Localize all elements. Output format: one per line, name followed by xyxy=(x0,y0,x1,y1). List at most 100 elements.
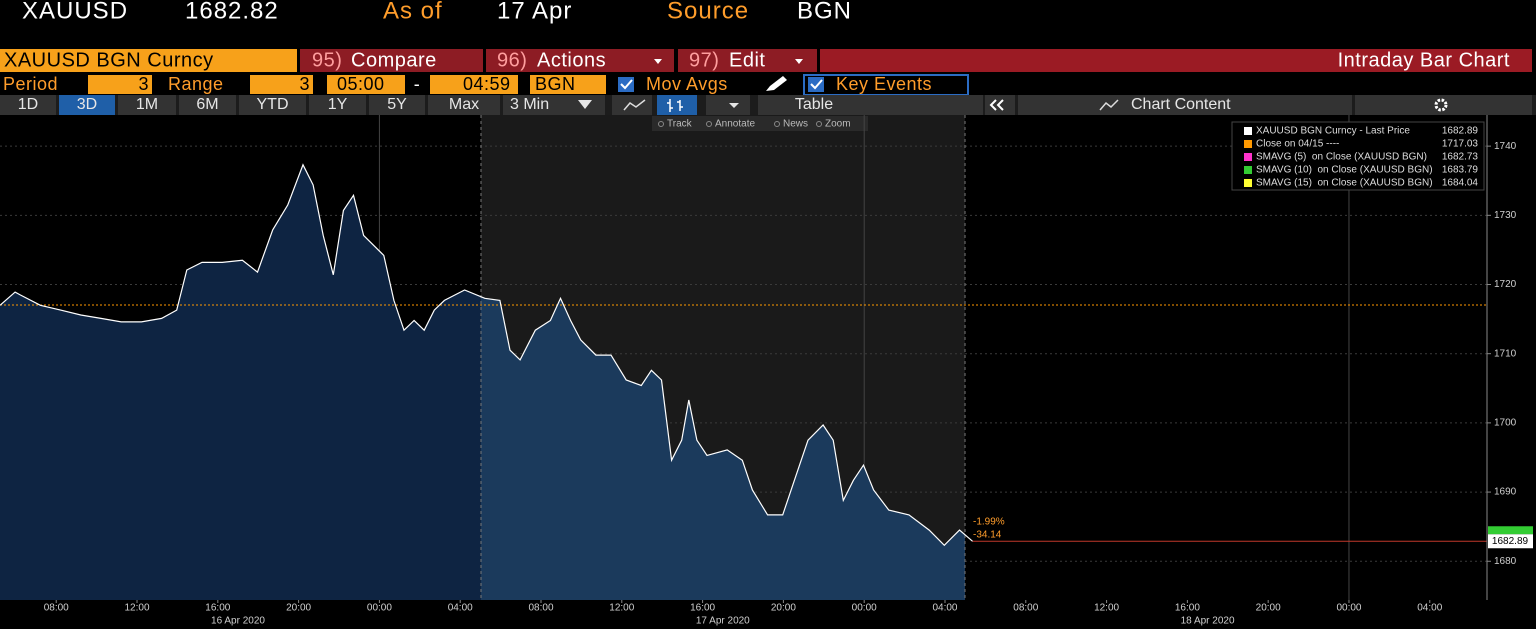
header: XAUUSD 1682.82 As of 17 Apr Source BGN xyxy=(22,0,852,24)
x-tick-label: 12:00 xyxy=(609,603,634,614)
range-input[interactable] xyxy=(250,75,313,94)
legend-swatch xyxy=(1244,153,1252,161)
tab-label[interactable]: 1Y xyxy=(328,96,348,113)
tool-label[interactable]: Annotate xyxy=(715,119,755,130)
collapse-button[interactable] xyxy=(985,95,1015,115)
collapse-icon xyxy=(989,99,1004,111)
screen-title: Intraday Bar Chart xyxy=(1338,49,1510,71)
menu-item[interactable] xyxy=(678,49,817,72)
checkbox[interactable] xyxy=(808,77,824,92)
start-time[interactable]: 05:00 xyxy=(337,74,385,94)
tab[interactable] xyxy=(59,95,115,115)
x-tick-label: 00:00 xyxy=(367,603,392,614)
y-tick-label: 1700 xyxy=(1494,418,1517,429)
tool-label[interactable]: News xyxy=(783,119,808,130)
tool-label[interactable]: Track xyxy=(667,119,693,130)
menu-key[interactable]: 95) xyxy=(312,49,342,71)
chart-content-icon xyxy=(1099,99,1119,111)
tab[interactable] xyxy=(428,95,500,115)
menu-label[interactable]: Actions xyxy=(537,49,606,71)
chart-content[interactable]: Chart Content xyxy=(1131,96,1231,113)
x-tick-label: 04:00 xyxy=(932,603,957,614)
source-setting[interactable]: BGN xyxy=(535,74,576,94)
x-tick-label: 20:00 xyxy=(1256,603,1281,614)
check-mark xyxy=(810,79,823,90)
start-input[interactable] xyxy=(327,75,405,94)
legend-name: SMAVG (10) on Close (XAUUSD BGN) xyxy=(1256,165,1433,176)
source: BGN xyxy=(797,0,852,24)
menu-item[interactable] xyxy=(486,49,674,72)
tab[interactable] xyxy=(239,95,306,115)
x-tick-label: 16:00 xyxy=(1175,603,1200,614)
tab[interactable] xyxy=(179,95,236,115)
menu-item[interactable] xyxy=(300,49,483,72)
chart-content-button[interactable] xyxy=(1018,95,1352,115)
checkbox[interactable] xyxy=(618,77,634,92)
x-tick-label: 00:00 xyxy=(1336,603,1361,614)
tab-bar: 3 Min Table Chart Content 1D 3D 1M 6M YTD 1Y 5… xyxy=(0,95,1536,115)
legend-name: SMAVG (5) on Close (XAUUSD BGN) xyxy=(1256,152,1427,163)
period-input[interactable] xyxy=(88,75,152,94)
legend-name: SMAVG (15) on Close (XAUUSD BGN) xyxy=(1256,178,1433,189)
tab-label[interactable]: 1M xyxy=(136,96,158,113)
y-tick-label: 1690 xyxy=(1494,487,1517,498)
x-tick-label: 04:00 xyxy=(1417,603,1442,614)
security[interactable]: XAUUSD BGN Curncy xyxy=(4,49,214,71)
tab[interactable] xyxy=(0,95,56,115)
type-dropdown[interactable] xyxy=(706,95,750,115)
y-tick-label: 1730 xyxy=(1494,210,1517,221)
legend-value: 1682.73 xyxy=(1442,152,1479,163)
as-of-label: As of xyxy=(383,0,443,24)
tab[interactable] xyxy=(118,95,176,115)
source-input[interactable] xyxy=(530,75,606,94)
y-tick-label: 1710 xyxy=(1494,348,1517,359)
ma-tag xyxy=(1488,526,1533,535)
legend-value: 1683.79 xyxy=(1442,165,1479,176)
menu-bar: XAUUSD BGN Curncy 95) Compare 96) Action… xyxy=(0,49,1532,72)
table-button[interactable] xyxy=(758,95,983,115)
tool-icon xyxy=(658,121,664,127)
tab-label[interactable]: 3D xyxy=(77,96,97,113)
x-tick-label: 08:00 xyxy=(1013,603,1038,614)
tab[interactable] xyxy=(309,95,366,115)
chart: Track Annotate News Zoom 1680 1690 1700 1710 172… xyxy=(0,115,1533,627)
end-input[interactable] xyxy=(430,75,518,94)
security-box[interactable] xyxy=(0,49,297,72)
price: 1682.82 xyxy=(185,0,279,24)
x-tick-label: 12:00 xyxy=(1094,603,1119,614)
key-events[interactable]: Key Events xyxy=(836,74,932,94)
check-mark xyxy=(620,79,633,90)
tool-label[interactable]: Zoom xyxy=(825,119,851,130)
settings-button[interactable] xyxy=(1355,95,1532,115)
bar-icon-box[interactable] xyxy=(657,95,697,115)
tab[interactable] xyxy=(369,95,425,115)
menu-key[interactable]: 96) xyxy=(497,49,527,71)
line-icon xyxy=(623,99,646,111)
separator: - xyxy=(414,74,421,94)
date-label: 17 Apr 2020 xyxy=(696,616,750,627)
interval[interactable]: 3 Min xyxy=(510,96,549,113)
table[interactable]: Table xyxy=(795,96,833,113)
date: 17 Apr xyxy=(497,0,572,24)
tab-label[interactable]: Max xyxy=(449,96,479,113)
menu-label[interactable]: Edit xyxy=(729,49,765,71)
pencil-icon[interactable] xyxy=(766,76,787,91)
y-tick-label: 1740 xyxy=(1494,141,1517,152)
tab-label[interactable]: 1D xyxy=(18,96,38,113)
menu-key[interactable]: 97) xyxy=(689,49,719,71)
source-label: Source xyxy=(667,0,749,24)
end-time[interactable]: 04:59 xyxy=(463,74,511,94)
tab-label[interactable]: 6M xyxy=(196,96,218,113)
date-label: 18 Apr 2020 xyxy=(1181,616,1235,627)
tab-label[interactable]: YTD xyxy=(257,96,289,113)
menu-label[interactable]: Compare xyxy=(351,49,437,71)
mov-avgs[interactable]: Mov Avgs xyxy=(646,74,728,94)
period[interactable]: 3 xyxy=(138,74,149,94)
gear-icon xyxy=(1434,98,1448,112)
legend-name: XAUUSD BGN Curncy - Last Price xyxy=(1256,126,1410,137)
tab-label[interactable]: 5Y xyxy=(387,96,407,113)
tool-icon xyxy=(774,121,780,127)
range[interactable]: 3 xyxy=(299,74,310,94)
x-tick-label: 00:00 xyxy=(852,603,877,614)
